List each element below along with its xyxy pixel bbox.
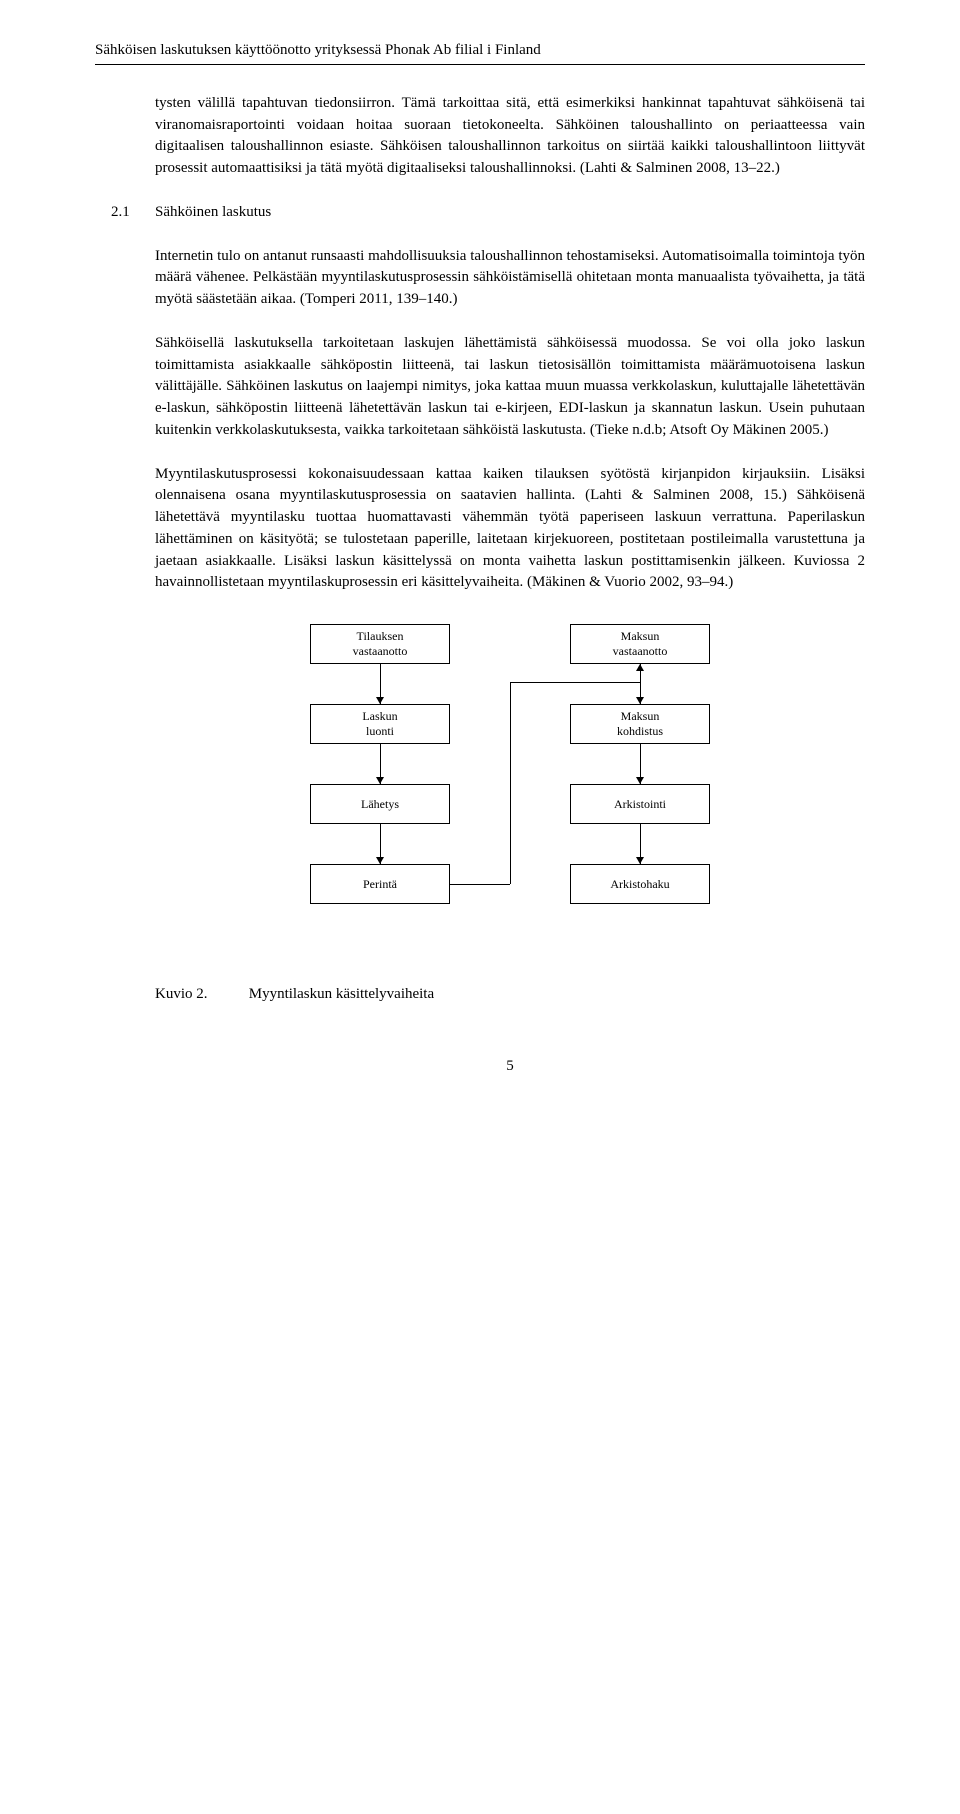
- arrowhead-icon: [636, 664, 644, 671]
- flow-node-arch_search: Arkistohaku: [570, 864, 710, 904]
- paragraph-intro-cont: tysten välillä tapahtuvan tiedonsiirron.…: [155, 93, 865, 180]
- figure-caption-label: Kuvio 2.: [155, 984, 245, 1006]
- flow-edge: [510, 682, 640, 683]
- arrowhead-icon: [376, 857, 384, 864]
- flow-node-pay_recv: Maksunvastaanotto: [570, 624, 710, 664]
- paragraph-2: Internetin tulo on antanut runsaasti mah…: [155, 246, 865, 311]
- flow-node-send: Lähetys: [310, 784, 450, 824]
- section-number: 2.1: [111, 202, 155, 224]
- flow-node-order_recv: Tilauksenvastaanotto: [310, 624, 450, 664]
- head-rule: [95, 64, 865, 65]
- flow-edge: [450, 884, 510, 885]
- flowchart-canvas: Tilauksenvastaanotto Maksunvastaanotto Las…: [240, 624, 780, 954]
- flow-node-collect: Perintä: [310, 864, 450, 904]
- flowchart-figure: Tilauksenvastaanotto Maksunvastaanotto Las…: [155, 624, 865, 954]
- figure-caption: Kuvio 2. Myyntilaskun käsittelyvaiheita: [155, 984, 865, 1006]
- flow-node-pay_alloc: Maksunkohdistus: [570, 704, 710, 744]
- flow-node-inv_create: Laskunluonti: [310, 704, 450, 744]
- arrowhead-icon: [636, 857, 644, 864]
- arrowhead-icon: [636, 697, 644, 704]
- flow-node-archive: Arkistointi: [570, 784, 710, 824]
- flow-edge: [510, 682, 511, 884]
- running-head: Sähköisen laskutuksen käyttöönotto yrity…: [95, 40, 865, 62]
- arrowhead-icon: [636, 777, 644, 784]
- section-title: Sähköinen laskutus: [155, 202, 865, 224]
- figure-caption-text: Myyntilaskun käsittelyvaiheita: [249, 986, 434, 1002]
- paragraph-3: Sähköisellä laskutuksella tarkoitetaan l…: [155, 333, 865, 442]
- paragraph-4: Myyntilaskutusprosessi kokonaisuudessaan…: [155, 464, 865, 595]
- arrowhead-icon: [376, 697, 384, 704]
- section-heading: 2.1 Sähköinen laskutus: [155, 202, 865, 224]
- arrowhead-icon: [376, 777, 384, 784]
- page-number: 5: [155, 1056, 865, 1078]
